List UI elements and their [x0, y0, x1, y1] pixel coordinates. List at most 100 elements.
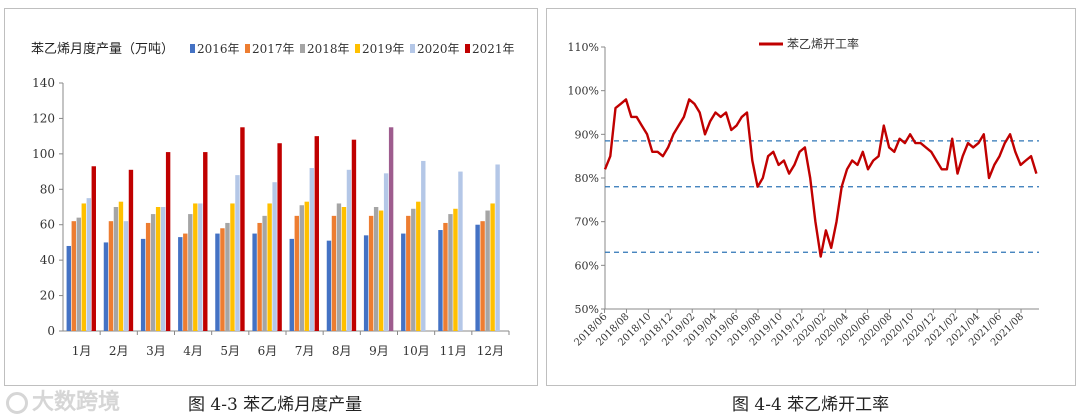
- operating-rate-line-chart: 苯乙烯开工率50%60%70%80%90%100%110%2018/062018…: [568, 36, 1039, 348]
- x-tick-label: 8月: [332, 344, 352, 358]
- bar: [76, 217, 81, 331]
- bar: [123, 221, 129, 331]
- legend-label: 2021年: [472, 42, 515, 56]
- bar: [443, 222, 448, 331]
- figure-caption-left: 图 4-3 苯乙烯月度产量: [188, 395, 363, 415]
- legend-label: 2016年: [197, 42, 240, 56]
- monthly-production-bar-chart: 苯乙烯月度产量（万吨） 2016年 2017年 2018年 2019年 2020年 2021…: [31, 41, 515, 358]
- bar: [203, 152, 208, 331]
- legend-swatch: [410, 44, 415, 53]
- bar: [336, 203, 342, 331]
- bar: [165, 152, 171, 331]
- bar: [438, 230, 443, 331]
- bar: [326, 240, 332, 331]
- bar: [458, 171, 463, 331]
- bar: [150, 214, 156, 331]
- bar: [421, 160, 426, 331]
- y-tick-label: 110%: [568, 41, 599, 54]
- bar: [346, 169, 352, 331]
- legend-label: 2018年: [307, 42, 350, 56]
- bar: [401, 233, 406, 331]
- bar: [289, 238, 294, 331]
- y-tick-label: 20: [40, 289, 55, 303]
- y-tick-label: 100: [32, 147, 55, 161]
- bar: [188, 214, 193, 331]
- bar: [220, 228, 225, 331]
- y-tick-label: 0: [47, 324, 55, 338]
- x-tick-label: 2月: [109, 344, 129, 358]
- bar: [448, 214, 453, 331]
- legend-swatch: [355, 44, 360, 53]
- bar: [485, 210, 490, 331]
- bar: [351, 139, 357, 331]
- bar: [373, 207, 379, 331]
- watermark: 大数跨境: [6, 384, 120, 416]
- x-tick-label: 11月: [440, 344, 467, 358]
- bar: [304, 201, 309, 331]
- bar: [309, 168, 314, 331]
- bar: [368, 215, 374, 331]
- legend-label: 2020年: [417, 42, 460, 56]
- bar: [113, 207, 119, 331]
- figure-caption-right: 图 4-4 苯乙烯开工率: [732, 395, 890, 415]
- legend-swatch: [465, 44, 470, 53]
- bar: [453, 208, 458, 331]
- y-tick-label: 120: [32, 111, 55, 125]
- bar: [155, 207, 161, 331]
- x-tick-label: 1月: [72, 344, 92, 358]
- bar: [252, 233, 257, 331]
- bar: [160, 207, 166, 331]
- y-tick-label: 80%: [575, 172, 599, 185]
- bar: [240, 127, 245, 332]
- bar: [103, 242, 109, 331]
- bar: [128, 169, 134, 331]
- y-tick-label: 60%: [575, 259, 599, 272]
- y-tick-label: 90%: [575, 128, 599, 141]
- bar: [406, 215, 411, 331]
- bar: [299, 205, 304, 331]
- bar: [66, 245, 71, 331]
- bar: [91, 166, 96, 331]
- bar: [480, 221, 485, 331]
- bar: [294, 215, 299, 331]
- legend-label: 2017年: [252, 42, 295, 56]
- x-tick-label: 3月: [146, 344, 166, 358]
- series-line: [603, 98, 1038, 258]
- bar: [383, 173, 389, 331]
- y-tick-label: 100%: [568, 85, 599, 98]
- x-tick-label: 12月: [477, 344, 504, 358]
- y-tick-label: 80: [40, 182, 55, 196]
- bar: [314, 136, 319, 331]
- bar: [341, 207, 347, 331]
- y-tick-label: 60: [40, 218, 55, 232]
- bar: [230, 203, 235, 331]
- y-tick-label: 50%: [575, 303, 599, 316]
- bar: [145, 222, 151, 331]
- bar: [277, 143, 282, 331]
- watermark-text: 大数跨境: [32, 390, 121, 415]
- x-tick-label: 4月: [183, 344, 203, 358]
- bar: [193, 203, 198, 331]
- bar: [411, 208, 416, 331]
- bar: [267, 203, 272, 331]
- legend-label: 苯乙烯开工率: [787, 36, 859, 51]
- legend-swatch: [300, 44, 305, 53]
- production-chart-panel: 苯乙烯月度产量（万吨） 2016年 2017年 2018年 2019年 2020年 2021…: [4, 8, 538, 386]
- y-tick-label: 70%: [575, 216, 599, 229]
- bar: [378, 210, 384, 331]
- bar: [490, 203, 495, 331]
- bar: [388, 127, 394, 332]
- bar: [81, 203, 86, 331]
- bar: [495, 164, 500, 331]
- bar: [225, 222, 230, 331]
- x-tick-label: 9月: [369, 344, 389, 358]
- watermark-logo-icon: [6, 392, 28, 414]
- bar: [178, 237, 183, 331]
- bar-chart-title: 苯乙烯月度产量（万吨）: [31, 41, 174, 57]
- bar: [198, 203, 203, 331]
- bar: [257, 222, 262, 331]
- bar: [108, 221, 114, 331]
- bar: [363, 235, 369, 331]
- x-tick-label: 6月: [258, 344, 278, 358]
- y-tick-label: 40: [40, 253, 55, 267]
